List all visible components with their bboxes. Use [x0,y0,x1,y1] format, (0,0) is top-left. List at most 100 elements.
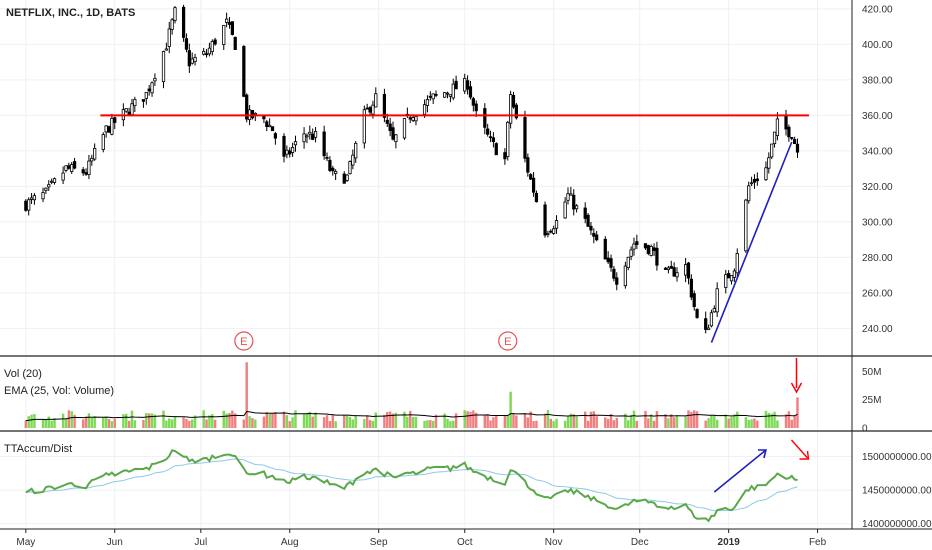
volume-bar [773,411,776,428]
candle-body [663,267,668,270]
volume-bar [733,414,736,428]
candle-body [29,197,34,200]
candle-body [113,117,117,123]
volume-bar [406,416,409,428]
volume-bar [629,414,633,428]
volume-bar [345,415,349,428]
vol-tick-label: 25M [862,395,881,406]
candle-body [374,93,378,108]
volume-bar [334,421,337,428]
volume-bar [670,414,673,428]
candle-body [629,249,633,257]
accum-down-arrow [790,439,809,459]
volume-bar [343,415,346,428]
candle-body [144,91,148,99]
candle-body [727,273,731,279]
candle-body [388,123,392,131]
volume-bar [589,411,593,428]
volume-bar [787,411,791,428]
volume-bar [409,410,412,428]
candle-body [531,177,536,193]
candle-body [534,192,539,203]
volume-bar [429,420,432,428]
volume-bar [624,413,627,428]
y-tick-label: 260.00 [862,288,893,299]
candle-body [308,131,312,135]
volume-ema-label: EMA (25, Vol: Volume) [4,385,115,397]
candle-body [90,157,94,162]
candle-body [675,272,679,278]
candle-body [184,38,189,50]
candle-body [770,143,774,158]
candle-body [425,99,430,106]
candle-body [342,173,346,184]
volume-bar [454,413,458,428]
candle-body [632,243,636,250]
volume-bar [615,417,618,428]
candle-body [546,233,550,236]
y-tick-label: 380.00 [862,75,893,86]
candle-body [724,274,728,288]
candle-body [643,243,648,249]
candle-body [385,119,389,124]
volume-bar [165,420,168,428]
volume-bar [363,419,366,428]
volume-bar [474,412,478,428]
candle-body [130,103,134,116]
volume-ema-line [25,411,798,422]
candle-body [204,53,209,56]
volume-bar [93,416,96,428]
candle-body [752,179,757,183]
volume-bar [302,413,306,428]
candle-body [434,93,438,96]
candle-body [549,230,553,233]
volume-bar [61,413,65,428]
candle-body [141,99,146,102]
candle-body [494,143,498,156]
candle-body [445,92,450,95]
volume-bar [606,418,610,428]
volume-bar [469,411,472,428]
candle-body [153,77,157,82]
candle-body [692,293,696,308]
volume-bar [245,362,248,428]
candle-body [669,265,673,269]
candle-body [253,112,257,115]
volume-bar [523,412,527,428]
volume-bar [305,412,309,428]
candle-body [609,258,613,268]
earnings-marker-label: E [504,336,511,348]
candle-body [285,149,289,155]
volume-bar [767,412,771,428]
volume-bar [110,421,114,428]
volume-bar [225,413,228,428]
candle-body [606,257,610,263]
candle-body [649,246,653,256]
volume-bar [274,411,277,428]
candle-body [695,309,699,318]
accum-ema-line [25,458,798,512]
volume-bar [466,411,469,428]
volume-bar [44,419,48,428]
candle-body [313,131,318,138]
candle-body [293,141,298,146]
candle-body [351,154,355,166]
accum-trend-arrow-head [757,449,767,459]
volume-bar [495,415,498,428]
candle-body [612,268,616,279]
candle-body [683,264,688,276]
earnings-marker-label: E [240,336,247,348]
volume-bar [41,419,45,428]
volume-bar [555,418,558,428]
candle-body [454,80,458,90]
candle-body [44,187,48,191]
volume-bar [365,415,369,428]
candle-body [24,200,28,211]
volume-bar [67,410,71,428]
candle-body [704,318,708,330]
volume-bar [291,417,294,428]
candle-body [265,121,269,127]
volume-bar [231,410,234,428]
candle-body [230,21,234,35]
